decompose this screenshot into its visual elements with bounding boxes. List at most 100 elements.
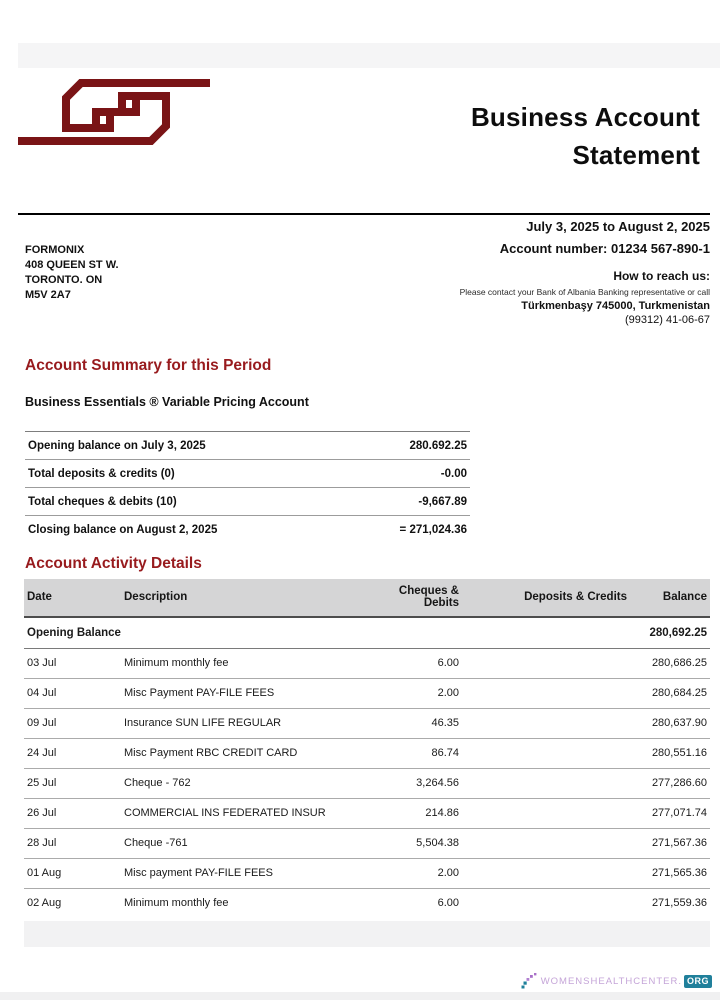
cell-description: Insurance SUN LIFE REGULAR bbox=[121, 708, 366, 739]
cell-description: Misc Payment PAY-FILE FEES bbox=[121, 678, 366, 709]
cell-balance: 280,684.25 bbox=[630, 678, 710, 709]
summary-section-heading: Account Summary for this Period bbox=[25, 357, 272, 374]
table-row: 28 Jul Cheque -761 5,504.38 271,567.36 bbox=[24, 828, 710, 859]
summary-row-label: Opening balance on July 3, 2025 bbox=[28, 439, 206, 452]
table-row: 24 Jul Misc Payment RBC CREDIT CARD 86.7… bbox=[24, 738, 710, 769]
footer-band bbox=[0, 992, 720, 1000]
cell-debit: 46.35 bbox=[366, 708, 462, 739]
cell-date: 28 Jul bbox=[24, 828, 121, 859]
summary-row-value: = 271,024.36 bbox=[399, 523, 467, 536]
table-row: 02 Aug Minimum monthly fee 6.00 271,559.… bbox=[24, 889, 710, 919]
cell-debit: 86.74 bbox=[366, 738, 462, 769]
cell-date: 24 Jul bbox=[24, 738, 121, 769]
cell-debit: 6.00 bbox=[366, 648, 462, 679]
cell-description: Misc payment PAY-FILE FEES bbox=[121, 858, 366, 889]
cell-balance: 280,551.16 bbox=[630, 738, 710, 769]
bank-phone: (99312) 41-06-67 bbox=[624, 314, 710, 326]
cell-debit: 214.86 bbox=[366, 798, 462, 829]
table-row: 03 Jul Minimum monthly fee 6.00 280,686.… bbox=[24, 648, 710, 679]
column-header-description: Description bbox=[121, 579, 366, 618]
cell-credit bbox=[462, 678, 630, 709]
bank-logo-svg bbox=[18, 79, 210, 145]
column-header-credits: Deposits & Credits bbox=[462, 579, 630, 618]
contact-block: Account number: 01234 567-890-1 How to r… bbox=[460, 241, 710, 326]
table-header-row: Date Description Cheques & Debits Deposi… bbox=[24, 579, 710, 618]
summary-row-value: -0.00 bbox=[440, 467, 467, 480]
cell-balance: 277,071.74 bbox=[630, 798, 710, 829]
cell-balance: 277,286.60 bbox=[630, 768, 710, 799]
cell-description: Cheque - 762 bbox=[121, 768, 366, 799]
cell-debit: 5,504.38 bbox=[366, 828, 462, 859]
watermark-site-text: WOMENSHEALTHCENTER. bbox=[540, 975, 682, 987]
cell-debit: 2.00 bbox=[366, 678, 462, 709]
summary-row-value: 280.692.25 bbox=[409, 439, 467, 452]
cell-balance: 271,559.36 bbox=[651, 897, 707, 909]
cell-date: 01 Aug bbox=[24, 858, 121, 889]
summary-row: Opening balance on July 3, 2025 280.692.… bbox=[25, 431, 470, 459]
cell-description: Cheque -761 bbox=[121, 828, 366, 859]
cell-date: 26 Jul bbox=[24, 798, 121, 829]
cell-credit bbox=[462, 889, 630, 919]
customer-address-block: FORMONIX 408 QUEEN ST W. TORONTO. ON M5V… bbox=[25, 243, 119, 303]
header-band bbox=[18, 43, 720, 68]
column-header-balance: Balance bbox=[630, 579, 710, 618]
table-footer-band bbox=[24, 921, 710, 947]
cell-credit bbox=[462, 738, 630, 769]
cell-balance: 271,565.36 bbox=[630, 858, 710, 889]
watermark-dots-icon bbox=[521, 973, 537, 989]
table-row: 09 Jul Insurance SUN LIFE REGULAR 46.35 … bbox=[24, 708, 710, 739]
opening-balance-label: Opening Balance bbox=[24, 617, 366, 649]
cell-description: Minimum monthly fee bbox=[124, 897, 229, 909]
cell-debit: 6.00 bbox=[437, 897, 459, 909]
customer-address-line3: M5V 2A7 bbox=[25, 289, 71, 301]
cell-date: 03 Jul bbox=[24, 648, 121, 679]
cell-description: Misc Payment RBC CREDIT CARD bbox=[121, 738, 366, 769]
watermark: WOMENSHEALTHCENTER. ORG bbox=[521, 973, 712, 989]
cell-debit: 2.00 bbox=[366, 858, 462, 889]
cell-description: Minimum monthly fee bbox=[121, 648, 366, 679]
customer-address-line2: TORONTO. ON bbox=[25, 274, 103, 286]
cell-date: 02 Aug bbox=[27, 897, 62, 909]
cell-debit: 3,264.56 bbox=[366, 768, 462, 799]
summary-row-label: Total deposits & credits (0) bbox=[28, 467, 175, 480]
page-title-line1: Business Account bbox=[470, 102, 700, 132]
table-row: 04 Jul Misc Payment PAY-FILE FEES 2.00 2… bbox=[24, 678, 710, 709]
summary-row-label: Closing balance on August 2, 2025 bbox=[28, 523, 218, 536]
cell-balance: 271,567.36 bbox=[630, 828, 710, 859]
cell-credit bbox=[462, 648, 630, 679]
cell-date: 09 Jul bbox=[24, 708, 121, 739]
activity-section-heading: Account Activity Details bbox=[25, 555, 202, 572]
cell-balance: 280,637.90 bbox=[630, 708, 710, 739]
account-activity-table: Date Description Cheques & Debits Deposi… bbox=[24, 579, 710, 918]
summary-row-label: Total cheques & debits (10) bbox=[28, 495, 177, 508]
cell-date: 04 Jul bbox=[24, 678, 121, 709]
page-title: Business Account Statement bbox=[471, 98, 700, 174]
cell-credit bbox=[462, 858, 630, 889]
cell-date: 25 Jul bbox=[24, 768, 121, 799]
cell-credit bbox=[462, 708, 630, 739]
column-header-date: Date bbox=[24, 579, 121, 618]
table-row: 26 Jul COMMERCIAL INS FEDERATED INSUR 21… bbox=[24, 798, 710, 829]
how-to-reach-us-heading: How to reach us: bbox=[613, 269, 710, 283]
account-summary-table: Opening balance on July 3, 2025 280.692.… bbox=[25, 431, 470, 543]
account-product-name: Business Essentials ® Variable Pricing A… bbox=[25, 395, 309, 409]
page-title-line2: Statement bbox=[572, 140, 700, 170]
opening-balance-row: Opening Balance 280,692.25 bbox=[24, 617, 710, 649]
cell-credit bbox=[462, 768, 630, 799]
opening-balance-value: 280,692.25 bbox=[630, 617, 710, 649]
statement-period: July 3, 2025 to August 2, 2025 bbox=[526, 219, 710, 234]
summary-row: Total cheques & debits (10) -9,667.89 bbox=[25, 487, 470, 515]
table-row: 01 Aug Misc payment PAY-FILE FEES 2.00 2… bbox=[24, 858, 710, 889]
activity-table-wrap: Date Description Cheques & Debits Deposi… bbox=[24, 579, 710, 947]
summary-row: Total deposits & credits (0) -0.00 bbox=[25, 459, 470, 487]
customer-address-line1: 408 QUEEN ST W. bbox=[25, 259, 119, 271]
summary-row: Closing balance on August 2, 2025 = 271,… bbox=[25, 515, 470, 543]
cell-credit bbox=[462, 828, 630, 859]
contact-instruction: Please contact your Bank of Albania Bank… bbox=[459, 287, 710, 297]
cell-balance: 280,686.25 bbox=[630, 648, 710, 679]
table-row: 25 Jul Cheque - 762 3,264.56 277,286.60 bbox=[24, 768, 710, 799]
column-header-debits: Cheques & Debits bbox=[366, 579, 462, 618]
customer-name: FORMONIX bbox=[25, 244, 85, 256]
header-divider bbox=[18, 213, 710, 215]
account-number: Account number: 01234 567-890-1 bbox=[499, 241, 710, 256]
